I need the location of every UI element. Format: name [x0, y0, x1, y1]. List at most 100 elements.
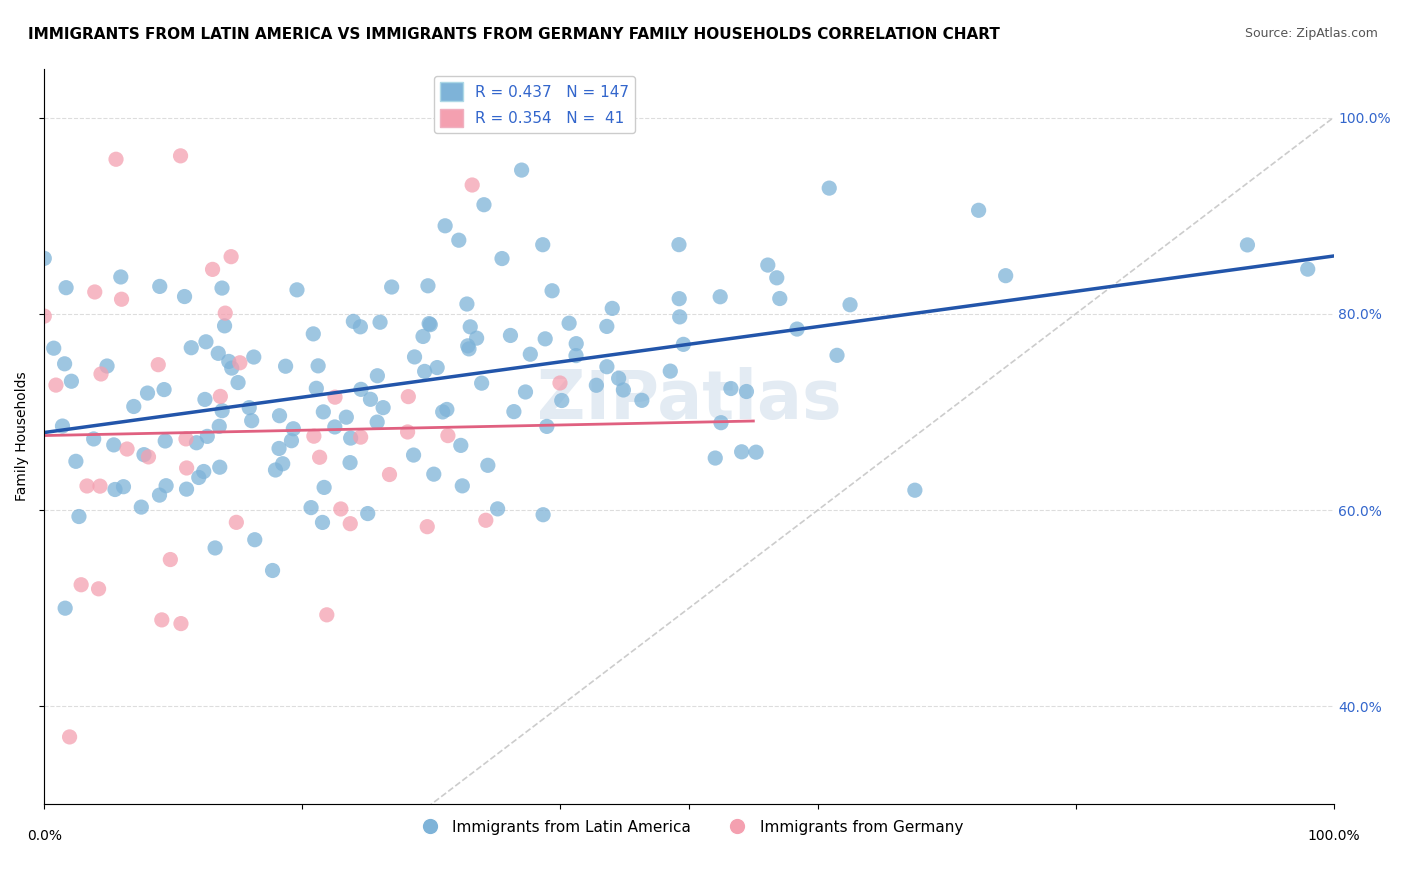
Point — [904, 483, 927, 498]
Point — [208, 419, 231, 434]
Point — [339, 516, 361, 531]
Point — [672, 337, 695, 351]
Point — [339, 456, 361, 470]
Point — [668, 292, 690, 306]
Point — [32, 252, 55, 266]
Point — [349, 319, 371, 334]
Point — [148, 488, 170, 502]
Point — [434, 219, 457, 233]
Point — [112, 480, 135, 494]
Point — [510, 163, 533, 178]
Point — [515, 384, 537, 399]
Point — [238, 401, 260, 415]
Point — [396, 425, 419, 439]
Point — [240, 414, 263, 428]
Point — [70, 578, 93, 592]
Point — [60, 374, 83, 388]
Point — [211, 403, 233, 417]
Point — [209, 389, 232, 403]
Point — [412, 329, 434, 343]
Point — [285, 283, 308, 297]
Point — [283, 422, 305, 436]
Point — [195, 429, 218, 443]
Point — [159, 552, 181, 566]
Point — [53, 601, 76, 615]
Point — [704, 451, 727, 466]
Point — [132, 448, 155, 462]
Point — [110, 292, 132, 306]
Point — [211, 281, 233, 295]
Point — [402, 448, 425, 462]
Point — [221, 361, 243, 376]
Point — [173, 289, 195, 303]
Point — [381, 280, 404, 294]
Point — [110, 269, 132, 284]
Point — [502, 404, 524, 418]
Point — [176, 482, 198, 496]
Point — [366, 368, 388, 383]
Point — [149, 279, 172, 293]
Point — [323, 420, 346, 434]
Point — [366, 415, 388, 429]
Point — [65, 454, 87, 468]
Point — [607, 371, 630, 385]
Point — [456, 297, 478, 311]
Point — [551, 393, 574, 408]
Point — [208, 460, 231, 475]
Point — [307, 359, 329, 373]
Point — [83, 432, 105, 446]
Point — [314, 480, 336, 494]
Point — [90, 367, 112, 381]
Point — [472, 198, 495, 212]
Point — [839, 298, 862, 312]
Point — [447, 233, 470, 247]
Point — [242, 350, 264, 364]
Point — [129, 500, 152, 514]
Point — [531, 237, 554, 252]
Point — [342, 314, 364, 328]
Point — [308, 450, 330, 465]
Point — [585, 378, 607, 392]
Point — [218, 354, 240, 368]
Point — [541, 284, 564, 298]
Point — [735, 384, 758, 399]
Point — [219, 250, 242, 264]
Text: 100.0%: 100.0% — [1308, 829, 1360, 843]
Point — [274, 359, 297, 374]
Point — [51, 419, 73, 434]
Point — [104, 483, 127, 497]
Point — [302, 326, 325, 341]
Point — [378, 467, 401, 482]
Point — [96, 359, 118, 373]
Point — [458, 342, 481, 356]
Point — [264, 463, 287, 477]
Point — [243, 533, 266, 547]
Point — [745, 445, 768, 459]
Point — [465, 331, 488, 345]
Point — [193, 465, 215, 479]
Point — [229, 356, 252, 370]
Point — [115, 442, 138, 456]
Point — [194, 334, 217, 349]
Point — [169, 149, 191, 163]
Y-axis label: Family Households: Family Households — [15, 372, 30, 501]
Point — [1236, 238, 1258, 252]
Point — [450, 438, 472, 452]
Point — [416, 278, 439, 293]
Point — [150, 613, 173, 627]
Point — [534, 332, 557, 346]
Point — [404, 350, 426, 364]
Point — [709, 290, 731, 304]
Point — [357, 507, 380, 521]
Point — [155, 479, 177, 493]
Point — [596, 359, 619, 374]
Point — [311, 516, 333, 530]
Point — [201, 262, 224, 277]
Point — [436, 402, 458, 417]
Point — [302, 429, 325, 443]
Point — [451, 479, 474, 493]
Point — [136, 386, 159, 401]
Point — [267, 442, 290, 456]
Point — [214, 318, 236, 333]
Point — [186, 435, 208, 450]
